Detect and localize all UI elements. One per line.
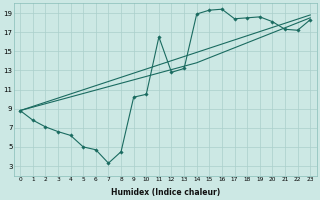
- X-axis label: Humidex (Indice chaleur): Humidex (Indice chaleur): [111, 188, 220, 197]
